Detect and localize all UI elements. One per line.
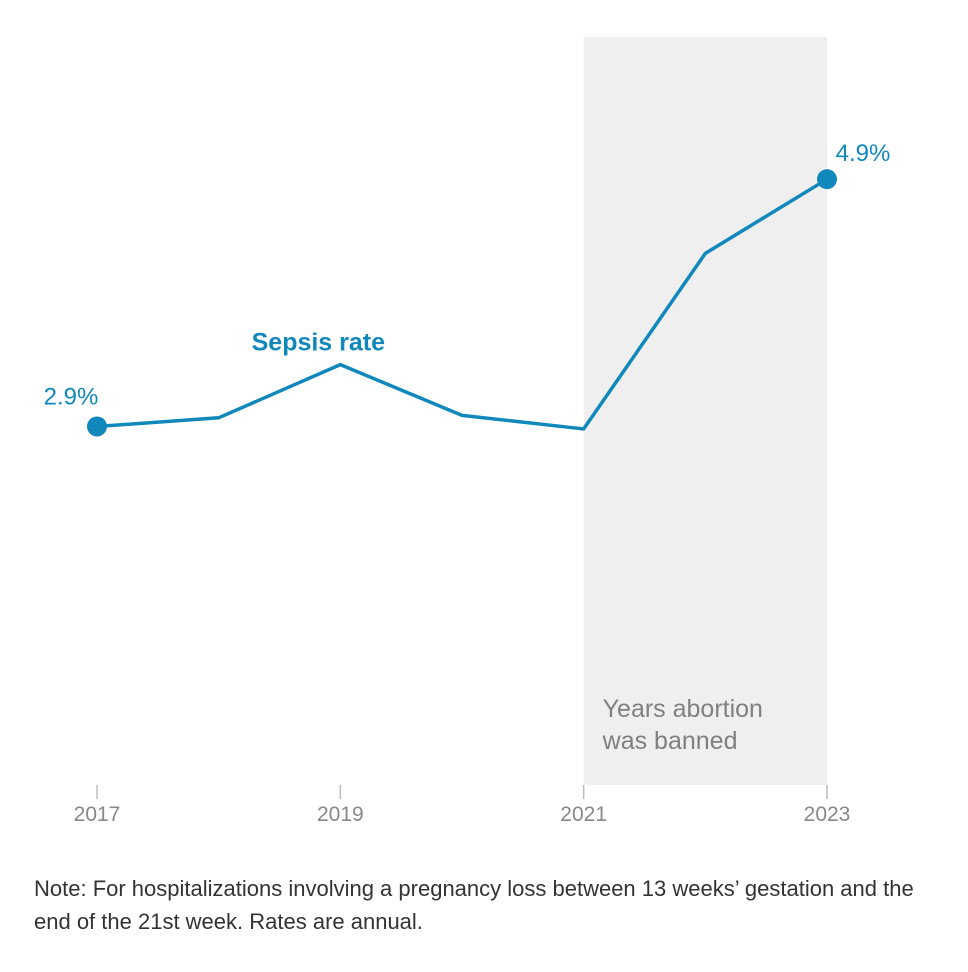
sepsis-rate-line bbox=[95, 177, 829, 431]
abortion-ban-shaded-region bbox=[583, 37, 827, 785]
series-label: Sepsis rate bbox=[252, 329, 386, 357]
shaded-region-label-line-2: was banned bbox=[602, 727, 738, 755]
end-point-marker bbox=[817, 169, 837, 190]
sepsis-rate-chart: Years abortion was banned 2017 2019 2021 20… bbox=[44, 37, 891, 826]
shaded-region-label-line-1: Years abortion bbox=[603, 695, 763, 723]
x-tick-label: 2023 bbox=[804, 803, 851, 826]
footnote: Note: For hospitalizations involving a p… bbox=[34, 876, 914, 934]
end-value-label: 4.9% bbox=[836, 140, 891, 167]
x-tick-label: 2017 bbox=[74, 803, 121, 826]
x-axis: 2017 2019 2021 2023 bbox=[74, 785, 851, 826]
x-tick-label: 2019 bbox=[317, 803, 364, 826]
start-value-label: 2.9% bbox=[44, 383, 99, 410]
start-point-marker bbox=[87, 416, 107, 437]
x-tick-label: 2021 bbox=[560, 803, 607, 826]
